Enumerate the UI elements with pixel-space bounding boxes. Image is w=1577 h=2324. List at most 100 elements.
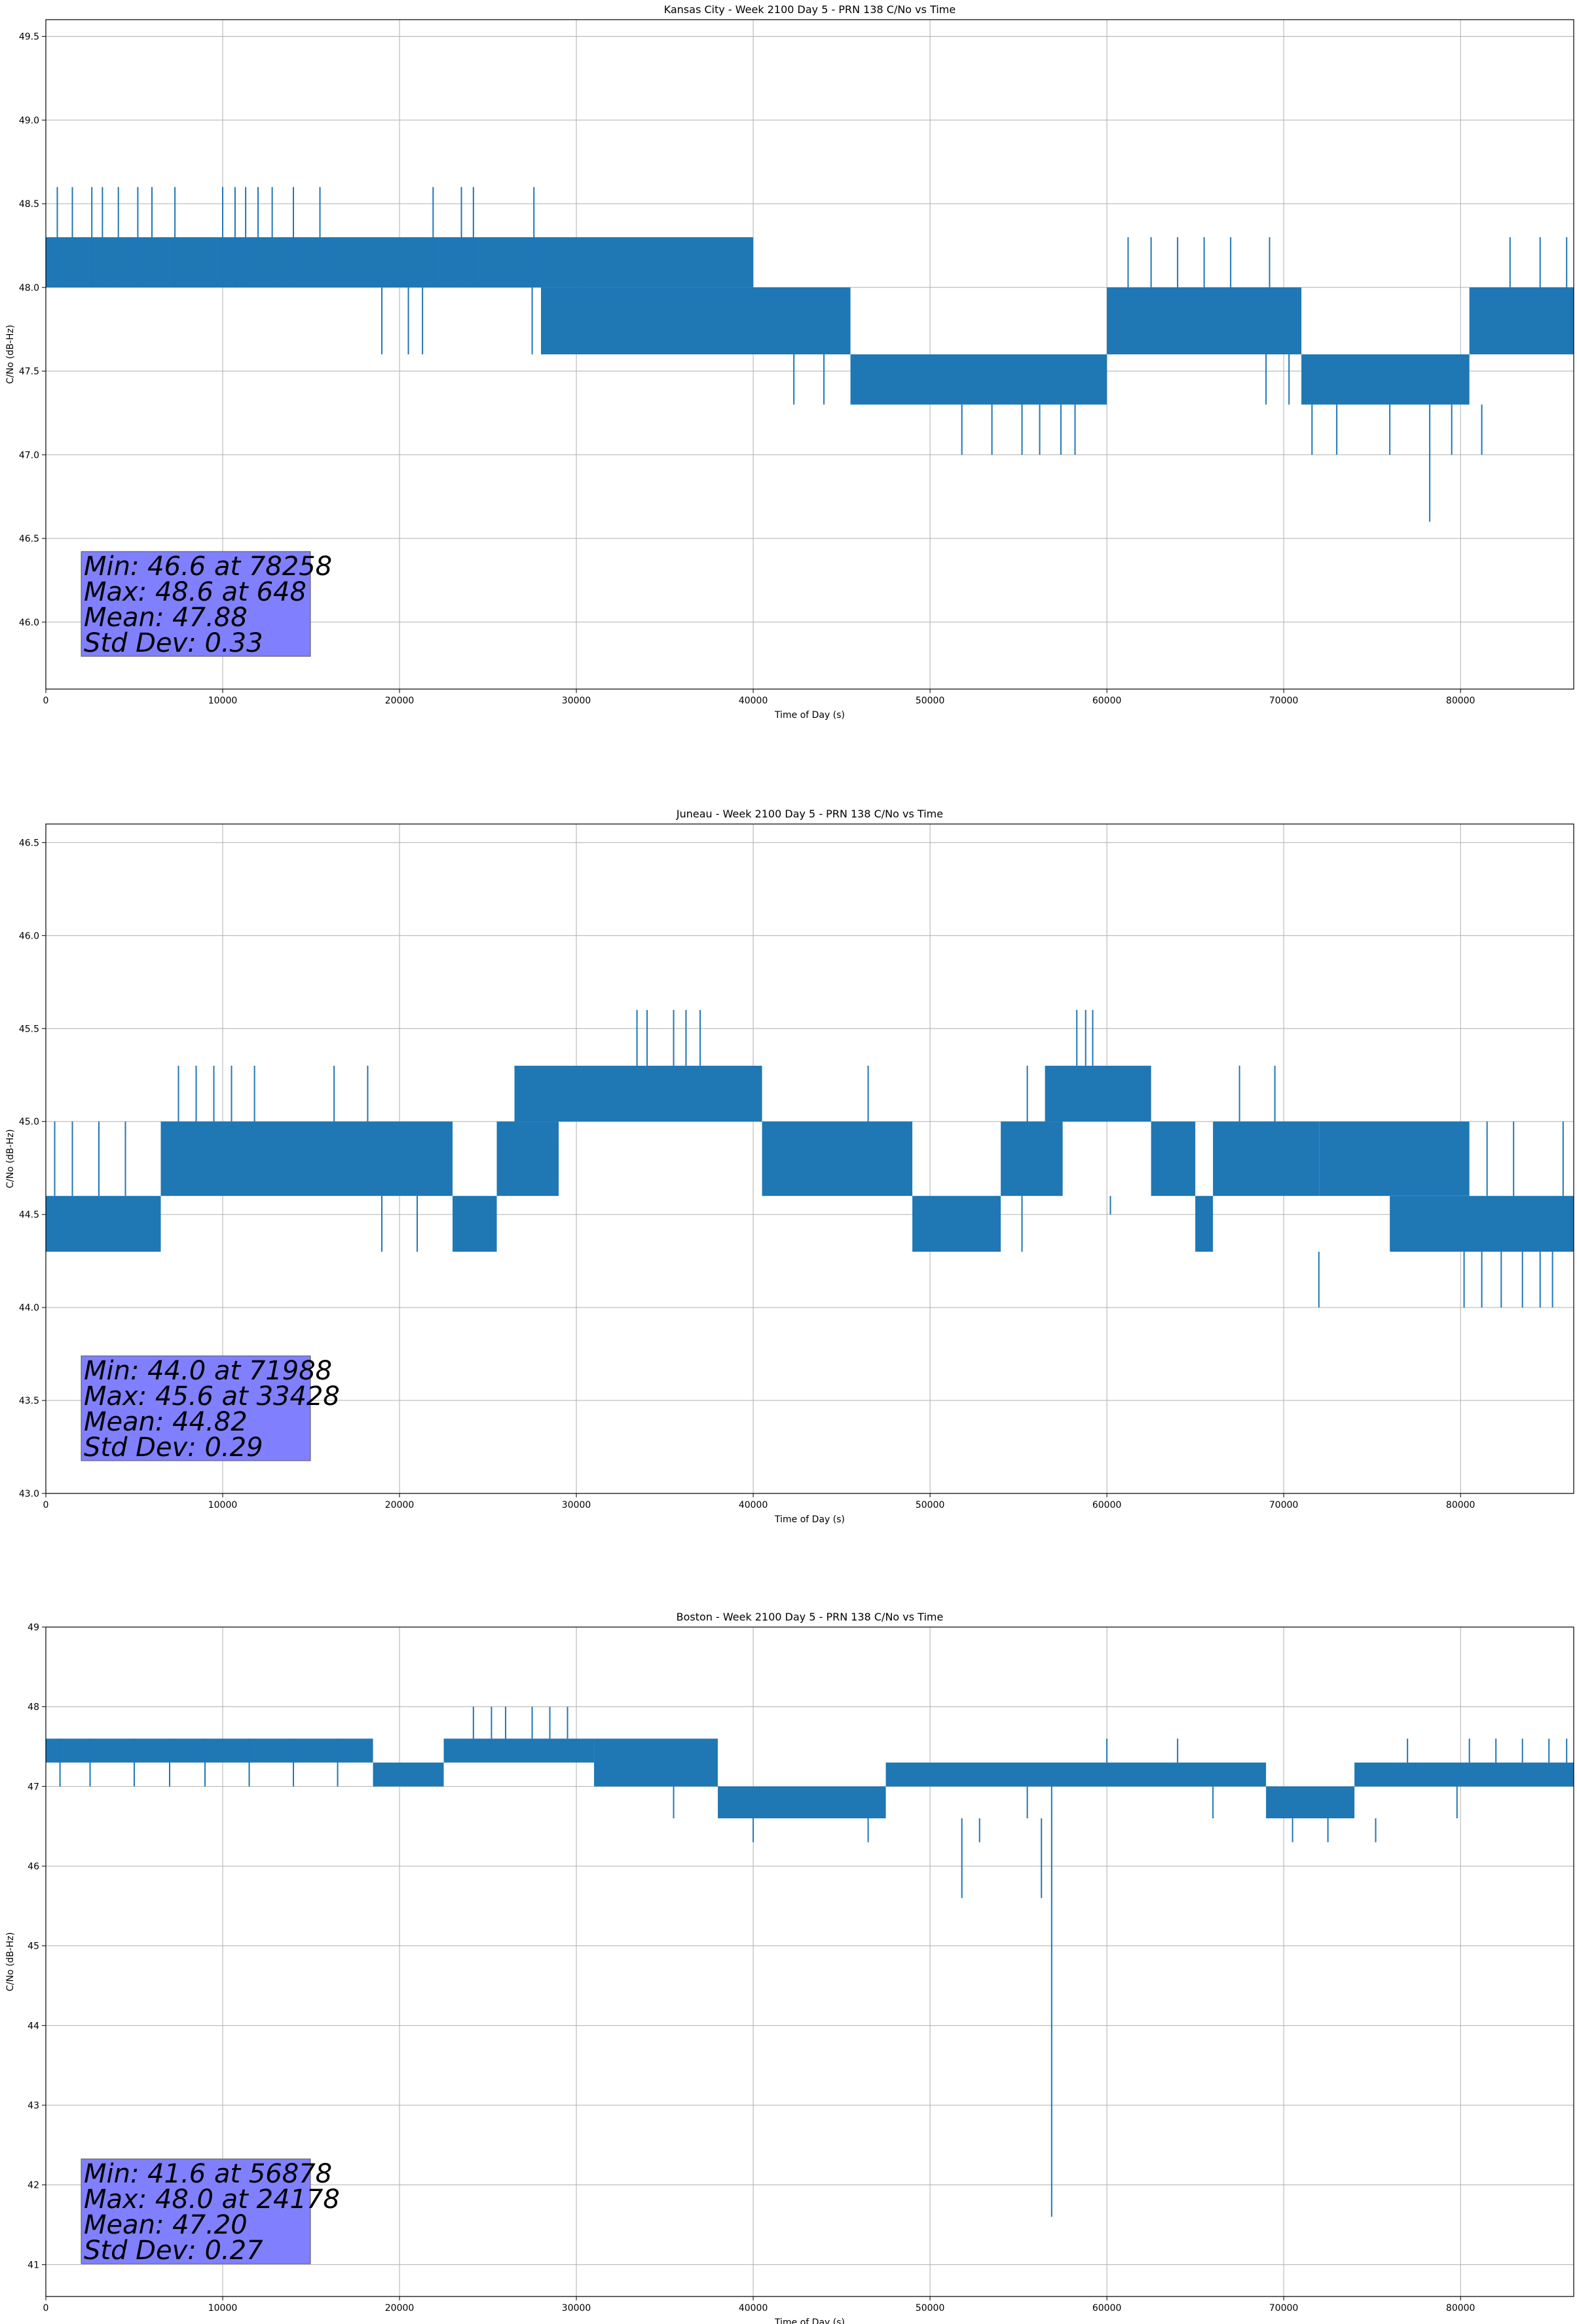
data-band <box>1319 1121 1470 1196</box>
x-tick-label: 70000 <box>1269 696 1299 706</box>
x-tick-label: 80000 <box>1446 696 1475 706</box>
data-band <box>1301 354 1470 405</box>
data-band <box>541 287 851 354</box>
x-tick-label: 70000 <box>1269 2303 1299 2314</box>
chart-title: Juneau - Week 2100 Day 5 - PRN 138 C/No … <box>676 808 943 820</box>
y-axis-label: C/No (dB-Hz) <box>5 325 16 384</box>
stat-min: Min: 41.6 at 56878 <box>84 2159 332 2189</box>
axes-frame <box>45 823 1574 1494</box>
data-band <box>1266 1786 1355 1818</box>
y-tick-label: 46.5 <box>19 838 39 848</box>
x-tick-label: 80000 <box>1446 1500 1475 1510</box>
x-tick-label: 70000 <box>1269 1500 1299 1510</box>
x-tick-label: 20000 <box>385 2303 415 2314</box>
y-tick-label: 48 <box>28 1702 39 1713</box>
x-tick-label: 60000 <box>1092 696 1122 706</box>
data-band <box>762 1121 913 1196</box>
y-tick-label: 49.0 <box>19 115 39 126</box>
y-tick-label: 44.5 <box>19 1210 39 1220</box>
data-band <box>1151 1121 1196 1196</box>
data-band <box>46 1738 373 1763</box>
x-tick-label: 30000 <box>562 1500 591 1510</box>
x-tick-label: 50000 <box>916 1500 945 1510</box>
data-band <box>1354 1762 1574 1787</box>
x-axis-label: Time of Day (s) <box>774 2317 845 2324</box>
y-tick-label: 45 <box>28 1941 39 1952</box>
data-band <box>496 1121 559 1196</box>
stat-mean: Mean: 44.82 <box>84 1407 248 1437</box>
axes-frame <box>45 1626 1574 2297</box>
chart-panel-3: 41 42 43 44 45 46 47 48 49 0 10000 20000 30000 40000 5… <box>5 1611 1574 2324</box>
data-band <box>1107 287 1302 354</box>
x-tick-label: 40000 <box>739 1500 768 1510</box>
y-tick-label: 47 <box>28 1782 39 1792</box>
data-band <box>373 1762 444 1787</box>
data-band <box>1390 1195 1574 1252</box>
y-tick-label: 46.5 <box>19 534 39 544</box>
data-band <box>453 1195 497 1252</box>
x-tick-label: 60000 <box>1092 2303 1122 2314</box>
x-tick-label: 40000 <box>739 2303 768 2314</box>
stat-std: Std Dev: 0.27 <box>84 2236 263 2266</box>
x-tick-label: 60000 <box>1092 1500 1122 1510</box>
y-tick-label: 45.0 <box>19 1117 39 1127</box>
y-tick-label: 48.5 <box>19 199 39 210</box>
y-tick-label: 47.0 <box>19 450 39 460</box>
y-axis-label: C/No (dB-Hz) <box>5 1129 16 1188</box>
y-tick-label: 47.5 <box>19 367 39 377</box>
y-tick-label: 49.5 <box>19 32 39 43</box>
x-tick-label: 30000 <box>562 2303 591 2314</box>
y-tick-label: 43.0 <box>19 1489 39 1499</box>
chart-title: Kansas City - Week 2100 Day 5 - PRN 138 … <box>664 3 955 16</box>
x-tick-label: 20000 <box>385 696 415 706</box>
axes-frame <box>45 19 1574 690</box>
data-band <box>46 237 754 288</box>
x-tick-label: 10000 <box>208 1500 238 1510</box>
y-tick-label: 46.0 <box>19 931 39 941</box>
y-tick-label: 44.0 <box>19 1303 39 1313</box>
y-axis-label: C/No (dB-Hz) <box>5 1932 16 1991</box>
stat-max: Max: 48.6 at 648 <box>84 577 306 607</box>
stat-mean: Mean: 47.88 <box>84 603 248 633</box>
data-band <box>1213 1121 1320 1196</box>
data-band <box>443 1738 595 1763</box>
data-band <box>514 1066 762 1122</box>
stats-box <box>81 2158 311 2264</box>
stat-mean: Mean: 47.20 <box>84 2210 248 2240</box>
y-tick-label: 48.0 <box>19 283 39 293</box>
data-band <box>594 1738 718 1787</box>
x-tick-label: 10000 <box>208 696 238 706</box>
x-tick-label: 10000 <box>208 2303 238 2314</box>
data-band <box>885 1762 1267 1787</box>
data-band <box>850 354 1107 405</box>
x-tick-label: 40000 <box>739 696 768 706</box>
x-axis-label: Time of Day (s) <box>774 710 845 721</box>
stat-min: Min: 46.6 at 78258 <box>84 552 332 582</box>
x-tick-label: 50000 <box>916 696 945 706</box>
y-tick-label: 43 <box>28 2101 39 2111</box>
x-tick-label: 0 <box>43 696 49 706</box>
x-axis-label: Time of Day (s) <box>774 1514 845 1525</box>
chart-panel-2: 43.0 43.5 44.0 44.5 45.0 45.5 46.0 46.5 0 10000 20… <box>5 808 1574 1525</box>
x-tick-label: 50000 <box>916 2303 945 2314</box>
chart-title: Boston - Week 2100 Day 5 - PRN 138 C/No … <box>677 1611 944 1623</box>
y-tick-label: 43.5 <box>19 1396 39 1406</box>
stat-max: Max: 45.6 at 33428 <box>84 1381 340 1412</box>
y-tick-label: 41 <box>28 2260 39 2270</box>
stat-std: Std Dev: 0.33 <box>84 628 263 658</box>
y-tick-label: 44 <box>28 2021 39 2031</box>
data-band <box>1045 1066 1151 1122</box>
stats-box <box>81 1355 311 1461</box>
data-band <box>46 1195 161 1252</box>
x-tick-label: 0 <box>43 1500 49 1510</box>
data-band <box>718 1786 886 1818</box>
stats-box <box>81 551 311 657</box>
data-band <box>1195 1195 1214 1252</box>
data-band <box>1469 287 1574 354</box>
y-tick-label: 46 <box>28 1862 39 1872</box>
x-tick-label: 80000 <box>1446 2303 1475 2314</box>
stat-min: Min: 44.0 at 71988 <box>84 1356 332 1386</box>
y-tick-label: 45.5 <box>19 1024 39 1034</box>
data-band <box>160 1121 453 1196</box>
